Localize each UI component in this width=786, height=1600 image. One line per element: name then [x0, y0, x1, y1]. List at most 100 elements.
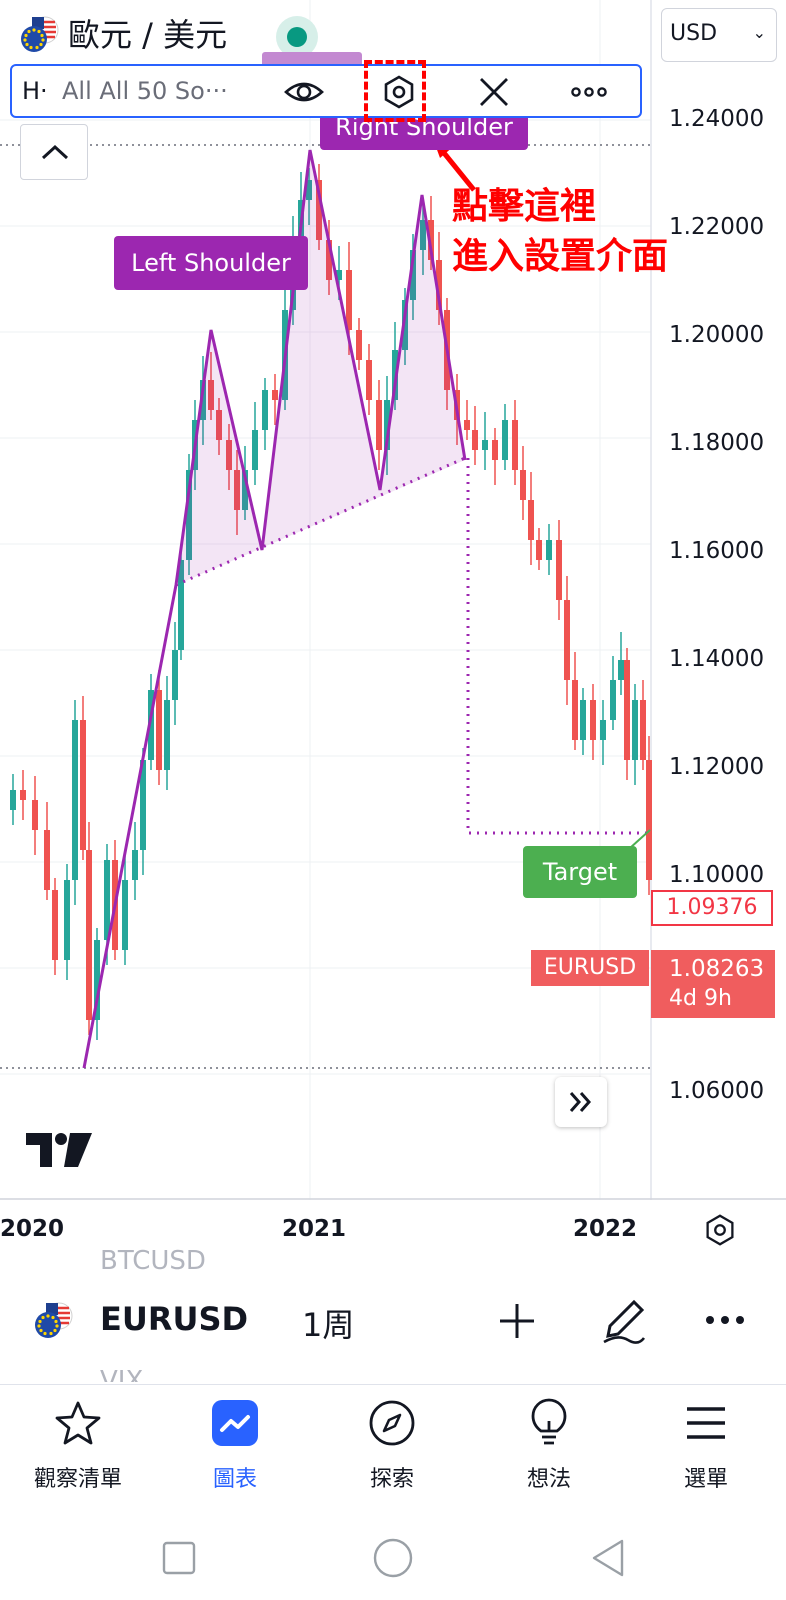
candle-body: [384, 400, 390, 450]
left-shoulder-label[interactable]: Left Shoulder: [114, 236, 308, 290]
candle-body: [624, 660, 630, 760]
symbol-bar: BTCUSD EURUSD 1周 VIX: [0, 1246, 786, 1382]
candle-body: [32, 800, 38, 830]
menu-icon: [687, 1407, 725, 1439]
candle-body: [72, 720, 78, 880]
price-axis[interactable]: 1.24000 1.22000 1.20000 1.18000 1.16000 …: [651, 0, 786, 1200]
candle-body: [512, 420, 518, 470]
candle-body: [44, 830, 50, 890]
candle-body: [640, 700, 646, 760]
candle-body: [600, 720, 606, 740]
candle-body: [122, 880, 128, 950]
close-icon[interactable]: [473, 72, 515, 112]
market-open-dot: [287, 27, 307, 47]
next-symbol-ghost: VIX: [100, 1366, 144, 1382]
candles: [10, 164, 652, 1040]
nav-label: 選單: [683, 1467, 728, 1492]
double-chevron-right-icon: [569, 1092, 592, 1112]
candle-body: [520, 470, 526, 500]
eye-icon[interactable]: [283, 72, 325, 112]
chart-settings-icon[interactable]: [700, 1210, 740, 1250]
candle-body: [646, 760, 652, 880]
candle-body: [316, 180, 322, 240]
candle-body: [208, 380, 214, 410]
nav-label: 探索: [369, 1467, 414, 1492]
back-icon[interactable]: [588, 1537, 628, 1579]
candle-body: [376, 400, 382, 450]
candle-body: [564, 600, 570, 680]
annotation-line-1: 點擊這裡: [452, 186, 597, 227]
nav-explore[interactable]: 探索: [332, 1385, 452, 1505]
time-axis[interactable]: 2020 2021 2022: [0, 1200, 786, 1260]
system-navigation-bar: [0, 1504, 786, 1600]
nav-watchlist[interactable]: 觀察清單: [18, 1385, 138, 1505]
interval-selector[interactable]: 1周: [302, 1306, 355, 1344]
nav-label: 觀察清單: [33, 1467, 122, 1492]
candle-body: [234, 470, 240, 510]
symbol-name[interactable]: EURUSD: [100, 1300, 249, 1338]
recents-icon[interactable]: [161, 1540, 197, 1576]
candle-body: [346, 270, 352, 330]
candle-body: [546, 540, 552, 560]
chevron-up-icon: [41, 144, 69, 160]
home-icon[interactable]: [372, 1537, 414, 1579]
candle-body: [148, 690, 154, 760]
more-icon[interactable]: [702, 1302, 748, 1338]
eur-usd-flag-icon: [21, 16, 59, 52]
compass-icon: [369, 1400, 415, 1446]
plus-icon[interactable]: [494, 1298, 540, 1344]
eur-usd-flag-icon: [35, 1302, 73, 1338]
price-tick: 1.20000: [669, 322, 765, 348]
candle-body: [86, 850, 92, 1020]
symbol-title[interactable]: 歐元 / 美元: [68, 16, 228, 54]
candle-body: [580, 700, 586, 740]
candle-body: [356, 330, 362, 360]
candle-body: [10, 790, 16, 810]
time-label: 2021: [282, 1216, 347, 1242]
market-status-indicator[interactable]: [276, 16, 318, 58]
pattern-line: [82, 149, 467, 1069]
target-connector: [629, 829, 651, 849]
candle-body: [472, 430, 478, 450]
candle-body: [226, 440, 232, 470]
drawing-pen-icon[interactable]: [598, 1294, 648, 1346]
price-tick: 1.10000: [669, 862, 765, 888]
currency-select[interactable]: USD ⌄: [661, 8, 777, 62]
candle-body: [64, 880, 70, 960]
scroll-to-realtime-button[interactable]: [555, 1077, 607, 1127]
candle-body: [216, 410, 222, 440]
drawing-description[interactable]: All All 50 So···: [62, 77, 228, 105]
settings-icon[interactable]: [378, 72, 420, 112]
previous-symbol-ghost: BTCUSD: [100, 1246, 206, 1276]
candle-body: [52, 890, 58, 960]
candle-body: [502, 420, 508, 460]
chart-icon: [212, 1400, 258, 1446]
more-icon[interactable]: [568, 72, 610, 112]
candle-body: [178, 560, 184, 650]
annotation-line-2: 進入設置介面: [452, 236, 669, 277]
candle-body: [572, 680, 578, 740]
price-chart[interactable]: [0, 0, 786, 1200]
candle-body: [164, 700, 170, 770]
price-tick: 1.06000: [669, 1078, 765, 1104]
candle-body: [618, 660, 624, 680]
nav-label: 圖表: [212, 1467, 257, 1492]
candle-body: [262, 390, 268, 430]
head-label-partial: [262, 52, 362, 66]
nav-menu[interactable]: 選單: [646, 1385, 766, 1505]
drawing-toolbar: H· All All 50 So···: [10, 64, 642, 118]
time-label: 2022: [573, 1216, 638, 1242]
candle-body: [94, 940, 100, 1020]
current-price: 1.08263: [669, 956, 765, 982]
nav-ideas[interactable]: 想法: [489, 1385, 609, 1505]
target-label[interactable]: Target: [523, 846, 637, 898]
candle-body: [140, 760, 146, 850]
candle-body: [172, 650, 178, 700]
candle-body: [80, 720, 86, 850]
chevron-down-icon: ⌄: [752, 23, 766, 42]
current-price-box: 1.08263 4d 9h: [651, 950, 775, 1018]
drawing-name[interactable]: H·: [22, 77, 48, 105]
nav-chart[interactable]: 圖表: [175, 1385, 295, 1505]
collapse-button[interactable]: [20, 124, 88, 180]
last-price-label: 1.09376: [651, 890, 773, 926]
